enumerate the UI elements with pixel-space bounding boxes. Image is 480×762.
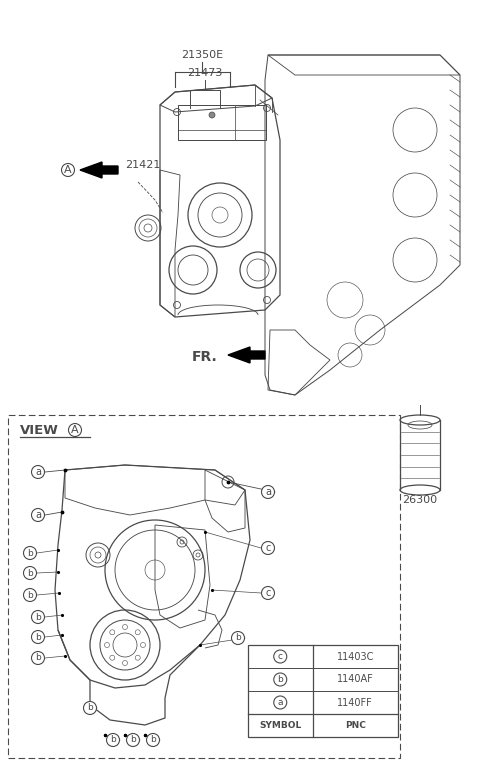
- Text: 1140AF: 1140AF: [337, 674, 373, 684]
- Circle shape: [274, 696, 287, 709]
- Circle shape: [32, 610, 45, 623]
- Circle shape: [231, 632, 244, 645]
- Circle shape: [262, 485, 275, 498]
- Text: a: a: [277, 698, 283, 707]
- Circle shape: [24, 566, 36, 579]
- Text: A: A: [71, 425, 79, 435]
- Bar: [178, 105, 266, 140]
- Text: b: b: [35, 613, 41, 622]
- Text: 1140FF: 1140FF: [337, 697, 373, 707]
- Text: 21473: 21473: [187, 68, 223, 78]
- Text: b: b: [27, 568, 33, 578]
- Circle shape: [32, 630, 45, 643]
- Text: a: a: [35, 510, 41, 520]
- Text: b: b: [35, 632, 41, 642]
- Text: b: b: [27, 549, 33, 558]
- Circle shape: [274, 650, 287, 663]
- Circle shape: [107, 734, 120, 747]
- Text: 26300: 26300: [402, 495, 438, 505]
- Text: c: c: [265, 543, 271, 553]
- Text: 21421: 21421: [125, 160, 160, 170]
- Bar: [8, 415, 400, 758]
- Bar: [248, 645, 398, 737]
- Circle shape: [32, 508, 45, 521]
- Text: SYMBOL: SYMBOL: [259, 721, 301, 730]
- Text: b: b: [235, 633, 241, 642]
- Circle shape: [69, 424, 82, 437]
- Circle shape: [61, 164, 74, 177]
- Text: a: a: [35, 467, 41, 477]
- Text: b: b: [110, 735, 116, 744]
- Text: 11403C: 11403C: [336, 652, 374, 661]
- Text: b: b: [150, 735, 156, 744]
- Text: VIEW: VIEW: [20, 424, 59, 437]
- Text: b: b: [87, 703, 93, 712]
- Circle shape: [274, 673, 287, 686]
- Circle shape: [262, 587, 275, 600]
- Circle shape: [262, 542, 275, 555]
- Circle shape: [24, 588, 36, 601]
- Text: b: b: [277, 675, 283, 684]
- Circle shape: [32, 466, 45, 479]
- Text: c: c: [278, 652, 283, 661]
- Text: b: b: [35, 654, 41, 662]
- Polygon shape: [80, 162, 118, 178]
- Circle shape: [146, 734, 159, 747]
- Circle shape: [127, 734, 140, 747]
- Circle shape: [32, 652, 45, 664]
- Circle shape: [24, 546, 36, 559]
- Text: b: b: [130, 735, 136, 744]
- Text: PNC: PNC: [345, 721, 366, 730]
- Text: a: a: [265, 487, 271, 497]
- Text: c: c: [265, 588, 271, 598]
- Circle shape: [209, 112, 215, 118]
- Text: FR.: FR.: [192, 350, 218, 364]
- Polygon shape: [228, 347, 265, 363]
- Text: A: A: [64, 165, 72, 175]
- Text: 21350E: 21350E: [181, 50, 223, 60]
- Circle shape: [84, 702, 96, 715]
- Text: b: b: [27, 591, 33, 600]
